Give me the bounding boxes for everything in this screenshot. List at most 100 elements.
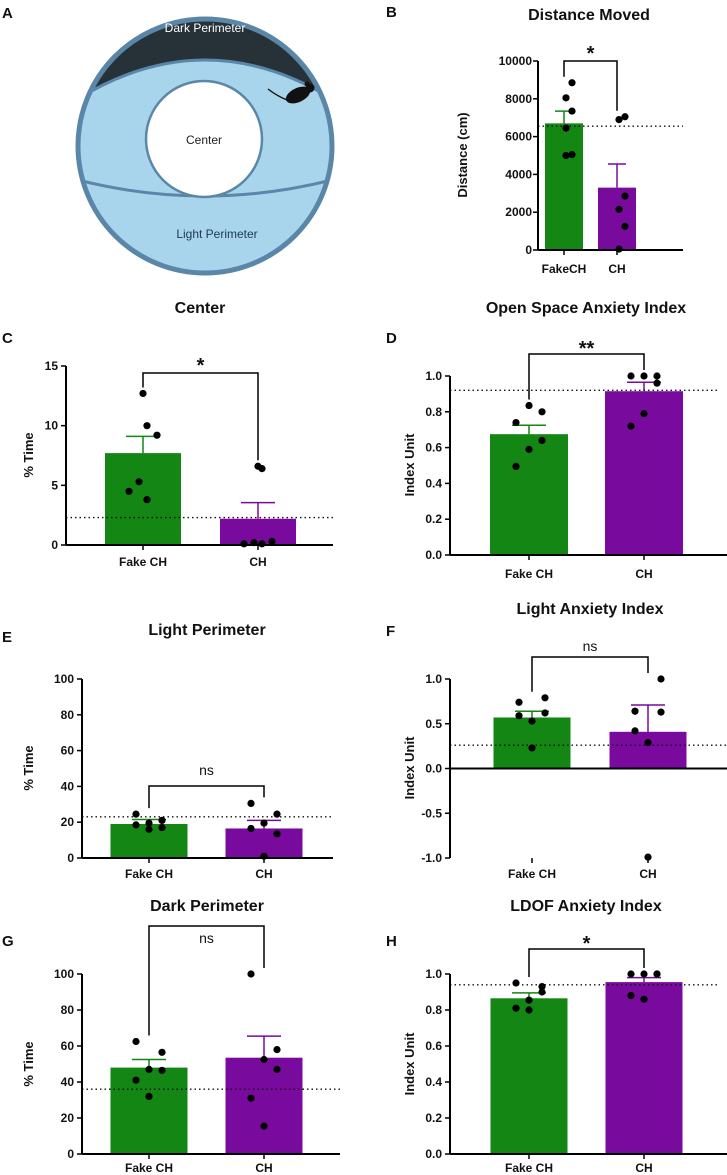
bar-ch <box>598 187 636 250</box>
light-perimeter-label: Light Perimeter <box>176 227 257 241</box>
bar-ch <box>220 518 296 545</box>
data-point <box>627 992 635 1000</box>
y-tick-label: 0 <box>525 243 532 257</box>
significance-label: * <box>197 355 205 377</box>
chart-panel-c: C Center % Time 0 5 10 15 Fake CH CH * <box>2 300 333 569</box>
y-tick-label: 40 <box>61 779 75 793</box>
data-point <box>145 1065 153 1073</box>
y-tick-label: -1.0 <box>421 851 442 865</box>
x-tick-label: Fake CH <box>505 567 553 581</box>
y-tick-label: 60 <box>61 744 75 758</box>
y-axis-label: % Time <box>21 1041 36 1086</box>
data-point <box>512 462 520 470</box>
significance-label: * <box>583 933 591 955</box>
data-point <box>158 1066 166 1074</box>
data-point <box>621 222 629 230</box>
data-point <box>538 983 546 991</box>
y-axis-label: Index Unit <box>402 433 417 497</box>
x-tick-label: CH <box>635 567 652 581</box>
significance-bracket <box>563 60 618 111</box>
data-point <box>158 816 166 825</box>
data-point <box>562 124 570 132</box>
data-point <box>627 422 635 430</box>
chart-panel-d: D Open Space Anxiety Index Index Unit 0.0 0.… <box>386 300 727 581</box>
bar-ch <box>605 391 683 555</box>
data-point <box>653 372 661 380</box>
y-tick-label: 0.2 <box>425 1111 442 1125</box>
data-point <box>541 709 549 717</box>
data-point <box>240 540 248 548</box>
data-point <box>525 996 533 1004</box>
data-point <box>631 727 639 735</box>
bar-fake-ch <box>490 434 568 555</box>
y-axis-label: Index Unit <box>402 1032 417 1096</box>
data-point <box>568 107 576 115</box>
y-tick-label: -0.5 <box>421 806 442 820</box>
data-point <box>247 799 255 808</box>
y-axis-label: Index Unit <box>402 736 417 800</box>
bar-ch <box>605 982 683 1154</box>
data-point <box>562 94 570 102</box>
bar-fake-ch <box>545 123 583 250</box>
y-tick-label: 10 <box>45 419 59 433</box>
x-tick-label: Fake CH <box>119 555 167 569</box>
significance-bracket <box>148 925 265 1036</box>
y-tick-label: 15 <box>45 359 59 373</box>
x-tick-label: CH <box>608 262 625 276</box>
bar-ch <box>225 1057 303 1154</box>
data-point <box>640 995 648 1003</box>
y-tick-label: 1.0 <box>425 369 442 383</box>
chart-panel-g: G Dark Perimeter % Time 0 20 40 60 80 100 Fake CH… <box>2 898 340 1175</box>
x-tick-label: Fake CH <box>505 1161 553 1175</box>
y-tick-label: 0.0 <box>425 762 442 776</box>
data-point <box>143 496 151 504</box>
data-point <box>515 698 523 706</box>
data-point <box>528 744 536 752</box>
panel-letter-c: C <box>2 330 13 347</box>
significance-label: ** <box>579 338 595 360</box>
data-point <box>538 988 546 996</box>
chart-panel-f: F Light Anxiety Index Index Unit -1.0 -0.5 0.… <box>386 601 727 881</box>
y-tick-label: 1.0 <box>425 967 442 981</box>
data-point <box>644 738 652 747</box>
data-point <box>640 372 648 380</box>
bar-fake-ch <box>490 998 568 1154</box>
chart-panel-b: B Distance Moved Distance (cm) 0 2000 4000 600… <box>386 4 683 276</box>
x-tick-label: CH <box>255 867 272 881</box>
y-tick-label: 8000 <box>505 92 532 106</box>
y-tick-label: 5 <box>51 478 58 492</box>
chart-title: Dark Perimeter <box>150 898 264 915</box>
data-point <box>528 717 536 725</box>
data-point <box>125 487 133 495</box>
data-point <box>627 372 635 380</box>
significance-bracket <box>528 948 645 977</box>
data-point <box>525 1006 533 1014</box>
y-tick-label: 0.6 <box>425 441 442 455</box>
y-tick-label: 60 <box>61 1039 75 1053</box>
x-tick-label: Fake CH <box>125 1161 173 1175</box>
y-tick-label: 1.0 <box>425 672 442 686</box>
y-tick-label: 0.0 <box>425 548 442 562</box>
y-tick-label: 0 <box>51 538 58 552</box>
y-tick-label: 0 <box>67 851 74 865</box>
data-point <box>615 205 623 213</box>
y-tick-label: 0.2 <box>425 512 442 526</box>
mouse-icon <box>267 81 315 104</box>
chart-panel-e: E Light Perimeter % Time 0 20 40 60 80 100 Fake C… <box>2 622 333 881</box>
significance-bracket <box>142 372 259 461</box>
data-point <box>640 409 648 418</box>
data-point <box>627 970 635 978</box>
data-point <box>541 694 549 702</box>
data-point <box>538 436 546 445</box>
data-point <box>158 1048 166 1056</box>
panel-letter-g: G <box>2 933 14 950</box>
panel-letter-d: D <box>386 330 397 347</box>
chart-title: Light Perimeter <box>148 622 265 639</box>
data-point <box>621 192 629 200</box>
bar-fake-ch <box>493 717 571 769</box>
data-point <box>143 422 151 430</box>
y-axis-label: % Time <box>21 432 36 477</box>
data-point <box>260 1055 268 1064</box>
data-point <box>525 401 533 410</box>
